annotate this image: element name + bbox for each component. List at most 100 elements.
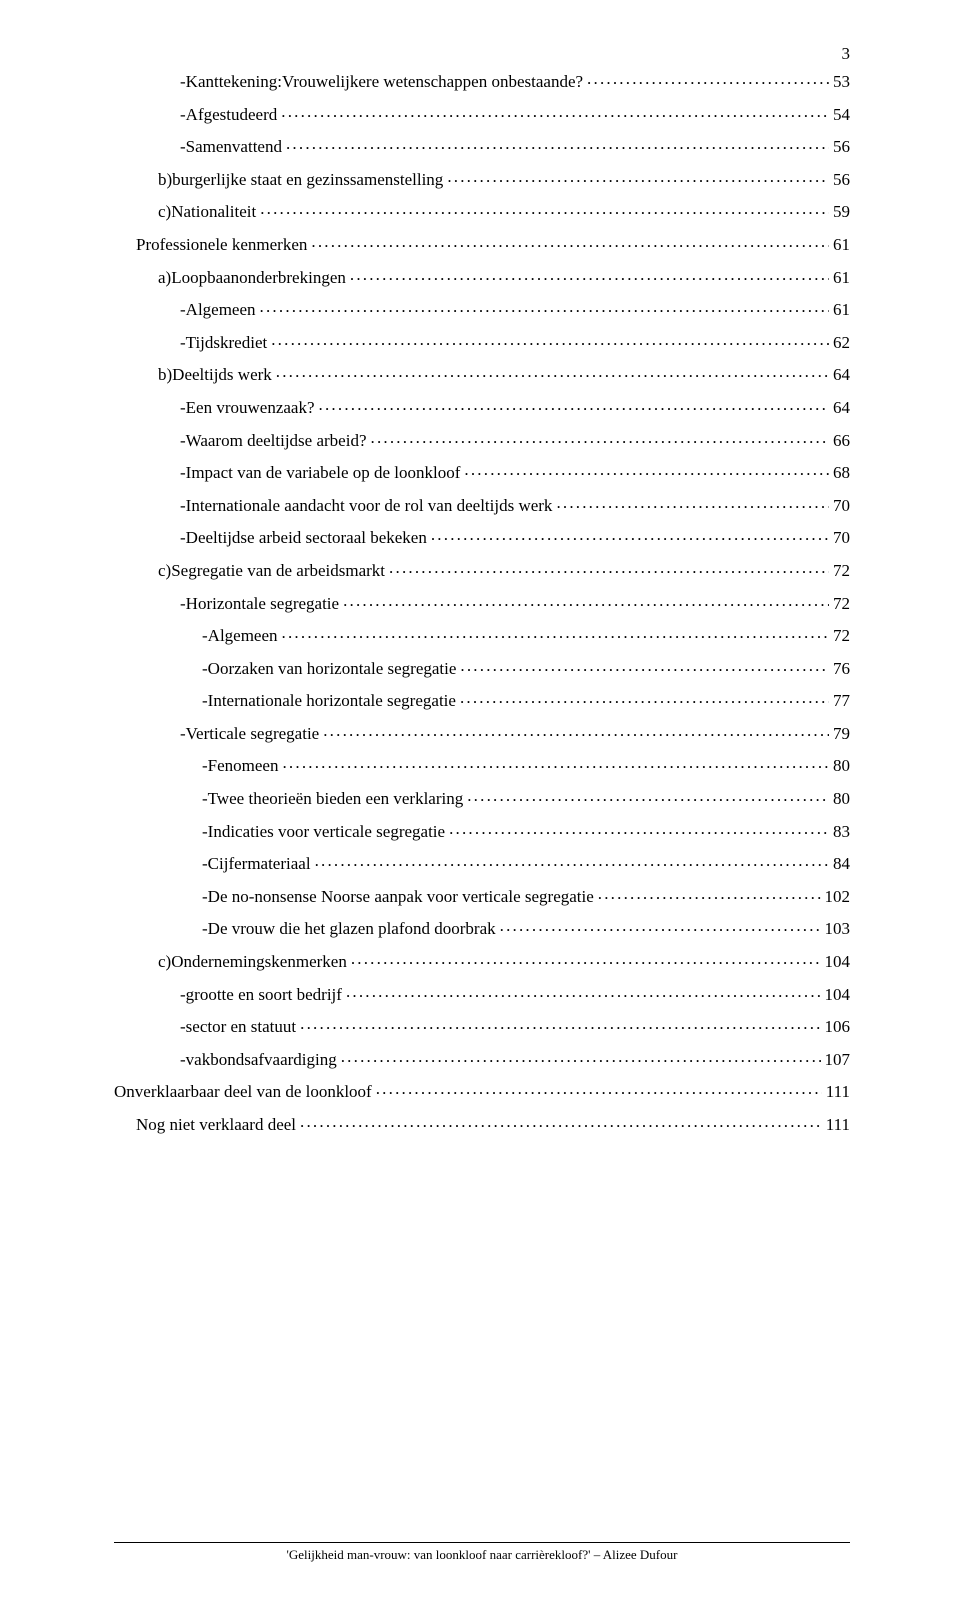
toc-leader-dots bbox=[260, 200, 829, 217]
toc-entry-label: -Tijdskrediet bbox=[180, 334, 267, 351]
toc-entry: b)Deeltijds werk 64 bbox=[114, 363, 850, 383]
toc-entry-label: -Twee theorieën bieden een verklaring bbox=[202, 790, 463, 807]
toc-entry-label: Nog niet verklaard deel bbox=[136, 1116, 296, 1133]
toc-entry: -Samenvattend 56 bbox=[114, 135, 850, 155]
toc-entry-label: -sector en statuut bbox=[180, 1018, 296, 1035]
toc-entry-page: 111 bbox=[826, 1116, 850, 1133]
toc-entry: b)burgerlijke staat en gezinssamenstelli… bbox=[114, 168, 850, 188]
toc-leader-dots bbox=[323, 722, 829, 739]
toc-entry-page: 61 bbox=[833, 301, 850, 318]
toc-entry: -Twee theorieën bieden een verklaring 80 bbox=[114, 787, 850, 807]
toc-entry-page: 77 bbox=[833, 692, 850, 709]
toc-entry-page: 70 bbox=[833, 497, 850, 514]
toc-entry-label: -Oorzaken van horizontale segregatie bbox=[202, 660, 456, 677]
toc-leader-dots bbox=[311, 233, 829, 250]
toc-entry: -vakbondsafvaardiging107 bbox=[114, 1048, 850, 1068]
toc-entry: -De no-nonsense Noorse aanpak voor verti… bbox=[114, 885, 850, 905]
toc-entry-page: 68 bbox=[833, 464, 850, 481]
toc-entry: -Internationale aandacht voor de rol van… bbox=[114, 494, 850, 514]
toc-entry-label: -Afgestudeerd bbox=[180, 106, 277, 123]
toc-entry-page: 61 bbox=[833, 269, 850, 286]
page-number: 3 bbox=[842, 44, 851, 64]
toc-leader-dots bbox=[346, 983, 821, 1000]
toc-entry-label: c)Nationaliteit bbox=[158, 203, 256, 220]
footer-text: 'Gelijkheid man-vrouw: van loonkloof naa… bbox=[114, 1542, 850, 1563]
toc-leader-dots bbox=[464, 461, 829, 478]
page-container: 3 -Kanttekening:Vrouwelijkere wetenschap… bbox=[0, 0, 960, 1621]
toc-entry-label: -Internationale horizontale segregatie bbox=[202, 692, 456, 709]
toc-leader-dots bbox=[431, 526, 829, 543]
toc-entry-label: -Een vrouwenzaak? bbox=[180, 399, 315, 416]
toc-entry: -Algemeen 61 bbox=[114, 298, 850, 318]
toc-leader-dots bbox=[260, 298, 829, 315]
toc-entry-label: -Verticale segregatie bbox=[180, 725, 319, 742]
toc-leader-dots bbox=[300, 1113, 822, 1130]
toc-leader-dots bbox=[371, 429, 830, 446]
toc-entry-label: -Impact van de variabele op de loonkloof bbox=[180, 464, 460, 481]
toc-entry-page: 53 bbox=[833, 73, 850, 90]
toc-entry-page: 111 bbox=[826, 1083, 850, 1100]
toc-entry-page: 80 bbox=[833, 790, 850, 807]
toc-entry-page: 61 bbox=[833, 236, 850, 253]
toc-entry-label: -Deeltijdse arbeid sectoraal bekeken bbox=[180, 529, 427, 546]
toc-leader-dots bbox=[467, 787, 829, 804]
toc-entry-label: -Cijfermateriaal bbox=[202, 855, 311, 872]
toc-entry-page: 107 bbox=[825, 1051, 851, 1068]
toc-entry: c)Segregatie van de arbeidsmarkt 72 bbox=[114, 559, 850, 579]
toc-entry-page: 84 bbox=[833, 855, 850, 872]
toc-entry-label: c)Segregatie van de arbeidsmarkt bbox=[158, 562, 385, 579]
toc-entry-page: 72 bbox=[833, 595, 850, 612]
toc-entry-page: 66 bbox=[833, 432, 850, 449]
toc-entry: -Afgestudeerd 54 bbox=[114, 103, 850, 123]
toc-entry-page: 103 bbox=[825, 920, 851, 937]
toc-leader-dots bbox=[350, 266, 829, 283]
toc-entry: -Waarom deeltijdse arbeid?66 bbox=[114, 429, 850, 449]
toc-entry: -Deeltijdse arbeid sectoraal bekeken70 bbox=[114, 526, 850, 546]
toc-entry-page: 104 bbox=[825, 986, 851, 1003]
toc-entry-page: 59 bbox=[833, 203, 850, 220]
toc-entry-page: 72 bbox=[833, 627, 850, 644]
toc-entry: -Kanttekening:Vrouwelijkere wetenschappe… bbox=[114, 70, 850, 90]
toc-entry-page: 64 bbox=[833, 366, 850, 383]
toc-entry: -De vrouw die het glazen plafond doorbra… bbox=[114, 917, 850, 937]
toc-entry: c)Ondernemingskenmerken 104 bbox=[114, 950, 850, 970]
toc-leader-dots bbox=[300, 1015, 820, 1032]
toc-entry-label: -Indicaties voor verticale segregatie bbox=[202, 823, 445, 840]
toc-leader-dots bbox=[500, 917, 821, 934]
toc-entry-page: 54 bbox=[833, 106, 850, 123]
toc-entry-page: 104 bbox=[825, 953, 851, 970]
toc-entry-label: c)Ondernemingskenmerken bbox=[158, 953, 347, 970]
toc-entry: Professionele kenmerken61 bbox=[114, 233, 850, 253]
toc-entry-page: 72 bbox=[833, 562, 850, 579]
toc-entry-label: -Algemeen bbox=[180, 301, 256, 318]
toc-leader-dots bbox=[351, 950, 821, 967]
toc-leader-dots bbox=[286, 135, 829, 152]
toc-leader-dots bbox=[276, 363, 829, 380]
toc-entry: -Een vrouwenzaak?64 bbox=[114, 396, 850, 416]
toc-leader-dots bbox=[587, 70, 829, 87]
toc-entry-label: -Samenvattend bbox=[180, 138, 282, 155]
toc-leader-dots bbox=[282, 624, 829, 641]
toc-entry-label: b)burgerlijke staat en gezinssamenstelli… bbox=[158, 171, 443, 188]
toc-leader-dots bbox=[389, 559, 829, 576]
toc-entry-page: 56 bbox=[833, 171, 850, 188]
toc-entry: -Fenomeen80 bbox=[114, 754, 850, 774]
toc-entry-label: -De vrouw die het glazen plafond doorbra… bbox=[202, 920, 496, 937]
toc-entry-page: 80 bbox=[833, 757, 850, 774]
toc-entry-page: 56 bbox=[833, 138, 850, 155]
toc-leader-dots bbox=[460, 657, 829, 674]
toc-entry: c)Nationaliteit 59 bbox=[114, 200, 850, 220]
toc-entry: -Tijdskrediet 62 bbox=[114, 331, 850, 351]
toc-entry-label: Onverklaarbaar deel van de loonkloof bbox=[114, 1083, 372, 1100]
toc-entry: -Impact van de variabele op de loonkloof… bbox=[114, 461, 850, 481]
toc-entry: -Oorzaken van horizontale segregatie76 bbox=[114, 657, 850, 677]
toc-leader-dots bbox=[447, 168, 829, 185]
toc-entry-page: 62 bbox=[833, 334, 850, 351]
toc-leader-dots bbox=[341, 1048, 821, 1065]
toc-leader-dots bbox=[282, 754, 829, 771]
toc-leader-dots bbox=[281, 103, 829, 120]
toc-entry-page: 106 bbox=[825, 1018, 851, 1035]
toc-entry-label: -Internationale aandacht voor de rol van… bbox=[180, 497, 552, 514]
toc-leader-dots bbox=[598, 885, 821, 902]
toc-entry-label: b)Deeltijds werk bbox=[158, 366, 272, 383]
